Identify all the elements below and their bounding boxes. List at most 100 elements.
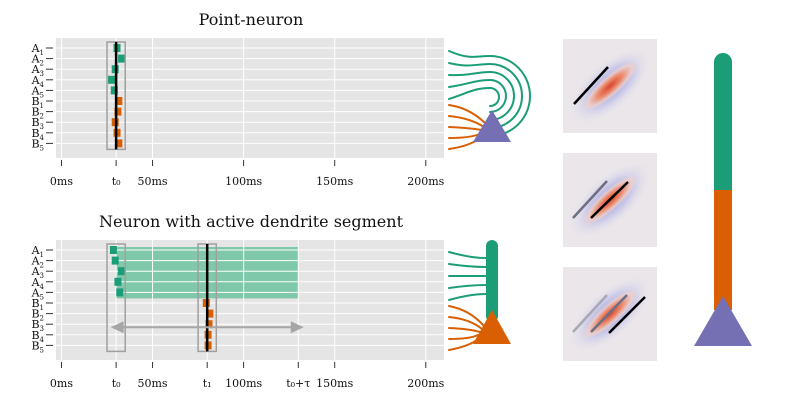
x-tick-label: t₀: [112, 377, 121, 390]
spike-marker: [114, 107, 122, 116]
row-label-sub: 2: [40, 60, 44, 68]
rf1-bar: [573, 66, 609, 105]
row-label-base: B: [31, 106, 39, 119]
row-label: A1: [31, 244, 44, 259]
synapse-b1: [448, 104, 487, 125]
x-tick-label: 50ms: [138, 175, 168, 188]
x-tick-label: t₁: [203, 377, 212, 390]
row-label-sub: 5: [40, 346, 44, 354]
group-b-synapses: [448, 104, 487, 150]
bottom-marks: [106, 243, 304, 353]
synapse-b2: [448, 115, 485, 128]
dsyn-b3: [448, 327, 481, 333]
spike-marker: [206, 309, 214, 318]
row-label: B2: [31, 308, 44, 323]
row-label-base: A: [31, 74, 41, 87]
row-label: A5: [31, 84, 44, 99]
spike-marker: [205, 320, 213, 329]
row-label-base: A: [31, 42, 41, 55]
row-label-base: B: [31, 339, 39, 352]
row-label: A2: [31, 53, 44, 68]
row-label: A1: [31, 42, 44, 57]
x-tick-label: 0ms: [50, 175, 73, 188]
x-tick-label: t₀+τ: [286, 377, 310, 390]
dsyn-b5: [448, 338, 479, 351]
spike-marker: [116, 288, 124, 297]
dendrite-synapses-a: [448, 251, 487, 301]
row-label-base: A: [31, 63, 41, 76]
top-plot-area: [56, 38, 444, 158]
dsyn-b2: [448, 316, 483, 330]
tau-arrow-right-head: [290, 321, 304, 334]
dsyn-a2: [448, 263, 487, 268]
row-label-sub: 2: [40, 262, 44, 270]
x-tick-label: 150ms: [316, 175, 353, 188]
dsyn-a1: [448, 251, 487, 259]
synapse-a5: [448, 86, 500, 107]
x-tick-label: 200ms: [407, 377, 444, 390]
row-label: B3: [31, 116, 44, 131]
bottom-panel-title: Neuron with active dendrite segment: [99, 212, 404, 231]
row-label-sub: 2: [40, 315, 44, 323]
row-label: B4: [31, 127, 44, 142]
row-label-base: B: [31, 95, 39, 108]
row-label-sub: 1: [40, 102, 44, 110]
row-label-sub: 1: [40, 304, 44, 312]
row-label-base: B: [31, 308, 39, 321]
row-label-base: A: [31, 53, 41, 66]
x-tick-label: 100ms: [225, 377, 262, 390]
synapse-b3: [448, 126, 483, 131]
row-label: B4: [31, 329, 44, 344]
row-label: A2: [31, 255, 44, 270]
rf3-bar: [608, 296, 646, 334]
row-label: B3: [31, 318, 44, 333]
row-label-base: A: [31, 265, 41, 278]
row-label-base: A: [31, 244, 41, 257]
bottom-raster-panel: Neuron with active dendrite segment A1A2…: [31, 212, 445, 390]
receptive-field-2: [563, 153, 657, 247]
row-label: A4: [31, 276, 45, 291]
row-label: A3: [31, 63, 44, 78]
row-label-sub: 4: [40, 336, 45, 344]
row-label-sub: 5: [40, 144, 44, 152]
row-label: B1: [31, 297, 44, 312]
row-label: B2: [31, 106, 44, 121]
x-tick-label: 150ms: [316, 377, 353, 390]
rf3-oldest-bar: [572, 294, 608, 333]
spike-window-box: [106, 243, 126, 353]
row-label-sub: 5: [40, 293, 44, 301]
row-label: B1: [31, 95, 44, 110]
row-label-base: A: [31, 276, 41, 289]
dsyn-b4: [448, 334, 479, 340]
synapse-a2: [448, 62, 523, 129]
row-label: A3: [31, 265, 44, 280]
dendrite-neuron-schematic: [448, 240, 511, 351]
synapse-a1: [448, 50, 531, 137]
row-label-sub: 3: [40, 325, 44, 333]
row-label-sub: 2: [40, 113, 44, 121]
row-label-base: B: [31, 329, 39, 342]
rf3-previous-bar: [590, 294, 628, 333]
receptive-field-1: [563, 39, 657, 133]
row-label-base: B: [31, 116, 39, 129]
rf2-bar: [590, 181, 629, 219]
receptive-field-3: [563, 267, 657, 361]
row-label-sub: 3: [40, 272, 44, 280]
soma-triangle: [473, 110, 511, 142]
row-label-base: A: [31, 286, 41, 299]
row-label-base: B: [31, 297, 39, 310]
x-tick-label: 200ms: [407, 175, 444, 188]
spike-marker: [114, 277, 122, 286]
row-label: A4: [31, 74, 45, 89]
large-soma-triangle: [694, 296, 752, 346]
spike-marker: [109, 246, 117, 254]
dendrite-soma-triangle: [473, 310, 511, 344]
row-label-base: B: [31, 318, 39, 331]
top-panel-title: Point-neuron: [199, 10, 304, 29]
top-marks: [106, 41, 126, 151]
row-label: B5: [31, 339, 44, 354]
